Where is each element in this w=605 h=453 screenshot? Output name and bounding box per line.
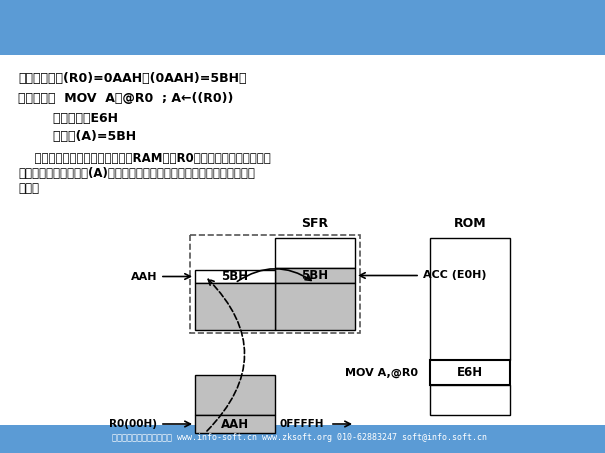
FancyBboxPatch shape bbox=[0, 425, 605, 453]
Text: SFR: SFR bbox=[301, 217, 329, 230]
Text: 5BH: 5BH bbox=[301, 269, 329, 282]
Bar bbox=[430, 385, 510, 415]
Text: ROM: ROM bbox=[454, 217, 486, 230]
Bar bbox=[195, 415, 275, 433]
Text: ACC (E0H): ACC (E0H) bbox=[423, 270, 486, 280]
Text: E6H: E6H bbox=[457, 366, 483, 379]
Bar bbox=[275, 268, 355, 283]
FancyBboxPatch shape bbox=[0, 0, 605, 55]
Bar bbox=[195, 283, 275, 330]
Text: 指令码为：E6H: 指令码为：E6H bbox=[18, 112, 118, 125]
Text: 该例中用寄存器间接寻址将片内RAM中由R0的内容为地址所指示的单
元的内容传送到累加器(A)。该指令的操作数采用寄存器间接寻址方式，如
图所示: 该例中用寄存器间接寻址将片内RAM中由R0的内容为地址所指示的单 元的内容传送到… bbox=[18, 152, 271, 195]
Text: 5BH: 5BH bbox=[221, 270, 249, 283]
Text: 执行指令：  MOV  A，@R0  ; A←((R0)): 执行指令： MOV A，@R0 ; A←((R0)) bbox=[18, 92, 234, 105]
Text: 0FFFFH: 0FFFFH bbox=[280, 419, 324, 429]
Text: 结果：(A)=5BH: 结果：(A)=5BH bbox=[18, 130, 136, 143]
Bar bbox=[430, 238, 510, 360]
Text: 【例】已知：(R0)=0AAH，(0AAH)=5BH，: 【例】已知：(R0)=0AAH，(0AAH)=5BH， bbox=[18, 72, 246, 85]
Bar bbox=[430, 360, 510, 385]
Text: AAH: AAH bbox=[221, 418, 249, 430]
Text: 中科信软高级技术培训中心 www.info-soft.cn www.zksoft.org 010-62883247 soft@info.soft.cn: 中科信软高级技术培训中心 www.info-soft.cn www.zksoft… bbox=[113, 434, 488, 443]
Bar bbox=[275, 283, 355, 330]
Bar bbox=[195, 375, 275, 415]
Bar bbox=[195, 270, 275, 283]
Text: R0(00H): R0(00H) bbox=[109, 419, 157, 429]
Text: AAH: AAH bbox=[131, 271, 157, 281]
Bar bbox=[275, 238, 355, 268]
Text: MOV A,@R0: MOV A,@R0 bbox=[345, 367, 418, 378]
